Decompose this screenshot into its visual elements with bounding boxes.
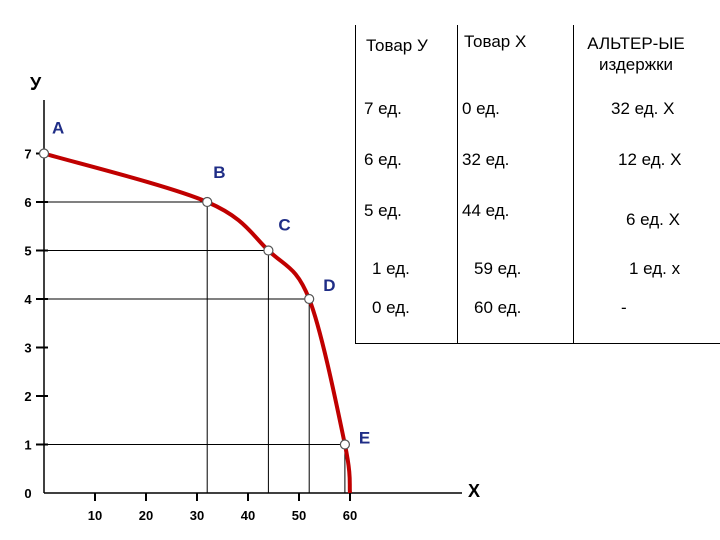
- y-tick-label: 2: [24, 389, 31, 404]
- axes: [43, 100, 462, 494]
- table-cell: 0 ед.: [372, 298, 410, 317]
- x-tick-label: 40: [241, 508, 255, 523]
- header-good-x: Товар Х: [464, 32, 527, 51]
- table-cell: 32 ед.: [462, 150, 510, 169]
- table-cell: 6 ед.: [364, 150, 402, 169]
- table-divider-1: [457, 25, 458, 343]
- point-label: D: [323, 276, 335, 295]
- table-cell: 5 ед.: [364, 201, 402, 220]
- point-marker: [38, 148, 50, 159]
- label-layer: A B C D E: [52, 119, 370, 448]
- point-marker: [263, 245, 274, 256]
- axis-ticks: 0 1 2 3 4 5 6 7 10 20 30 40 50 60: [24, 147, 357, 524]
- y-tick-label: 3: [24, 341, 31, 356]
- y-tick-label: 4: [24, 292, 32, 307]
- point-marker: [202, 196, 213, 208]
- table-cell: 0 ед.: [462, 99, 500, 118]
- table-cell: 44 ед.: [462, 201, 510, 220]
- point-marker: [339, 439, 350, 450]
- table-cell: 60 ед.: [474, 298, 522, 317]
- point-label: A: [52, 119, 64, 138]
- point-label: C: [278, 216, 290, 235]
- x-tick-label: 10: [88, 508, 102, 523]
- table-cell: 6 ед. Х: [626, 210, 680, 229]
- table-cell: 32 ед. Х: [611, 99, 675, 118]
- y-tick-label: 0: [24, 486, 31, 501]
- y-tick-label: 1: [24, 438, 31, 453]
- point-label: E: [359, 429, 370, 448]
- x-tick-label: 30: [190, 508, 204, 523]
- curve-layer: [43, 151, 352, 494]
- x-axis-title: X: [468, 481, 480, 501]
- y-tick-label: 5: [24, 244, 31, 259]
- header-opportunity-cost: АЛЬТЕР-ЫЕ издержки: [587, 34, 685, 75]
- y-axis-title: У: [30, 74, 42, 94]
- x-tick-label: 20: [139, 508, 153, 523]
- point-label: B: [213, 163, 225, 182]
- table-cell: 1 ед. х: [629, 259, 681, 278]
- table-cell: -: [621, 298, 627, 317]
- table-cell: 7 ед.: [364, 99, 402, 118]
- x-tick-label: 60: [343, 508, 357, 523]
- table-divider-2: [573, 25, 574, 343]
- y-tick-label: 6: [24, 195, 31, 210]
- point-layer: [38, 148, 350, 450]
- table-cell: 1 ед.: [372, 259, 410, 278]
- point-marker: [304, 293, 315, 305]
- table-cell: 59 ед.: [474, 259, 522, 278]
- projection-lines: [44, 201, 346, 493]
- x-tick-label: 50: [292, 508, 306, 523]
- ppf-curve: [43, 151, 352, 494]
- header-good-y: Товар У: [366, 36, 428, 55]
- y-tick-label: 7: [24, 147, 31, 162]
- cost-table: Товар У Товар Х АЛЬТЕР-ЫЕ издержки 7 ед.…: [355, 25, 720, 344]
- table-cell: 12 ед. Х: [618, 150, 682, 169]
